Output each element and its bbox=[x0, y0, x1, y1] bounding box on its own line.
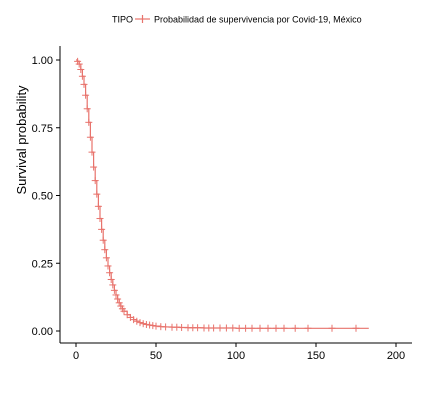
censor-mark bbox=[248, 324, 256, 332]
censor-mark bbox=[93, 190, 101, 198]
censor-mark bbox=[264, 324, 272, 332]
censor-mark bbox=[94, 202, 102, 210]
y-tick-label: 0.75 bbox=[32, 123, 53, 135]
censor-mark bbox=[98, 225, 106, 233]
censor-mark bbox=[80, 80, 88, 88]
censor-mark bbox=[133, 317, 141, 325]
survival-curve bbox=[76, 59, 369, 329]
x-tick-label: 0 bbox=[73, 350, 79, 362]
y-tick-label: 0.00 bbox=[32, 326, 53, 338]
x-ticks: 0 50 100 150 200 bbox=[73, 343, 405, 362]
y-ticks: 0.00 0.25 0.50 0.75 1.00 bbox=[32, 55, 60, 338]
x-tick-label: 200 bbox=[387, 350, 405, 362]
y-tick-label: 0.50 bbox=[32, 191, 53, 203]
censor-mark bbox=[88, 148, 96, 156]
legend-title: TIPO bbox=[112, 15, 133, 25]
censor-mark bbox=[280, 324, 288, 332]
censor-mark bbox=[104, 262, 112, 270]
censor-mark bbox=[83, 105, 91, 113]
censor-mark bbox=[146, 321, 154, 329]
censor-mark bbox=[90, 163, 98, 171]
censor-mark bbox=[229, 324, 237, 332]
censor-mark bbox=[99, 236, 107, 244]
x-tick-label: 150 bbox=[307, 350, 325, 362]
censor-mark bbox=[82, 91, 90, 99]
censor-mark bbox=[178, 323, 186, 331]
censor-mark bbox=[96, 215, 104, 223]
censor-mark bbox=[130, 316, 138, 324]
censor-mark bbox=[114, 295, 122, 303]
legend-entry-label: Probabilidad de supervivencia por Covid-… bbox=[154, 15, 362, 25]
censor-mark bbox=[194, 324, 202, 332]
censor-mark bbox=[101, 246, 109, 254]
censor-mark bbox=[149, 322, 157, 330]
censor-mark bbox=[86, 133, 94, 141]
censor-mark bbox=[222, 324, 230, 332]
x-tick-label: 50 bbox=[150, 350, 162, 362]
y-tick-label: 0.25 bbox=[32, 258, 53, 270]
censor-mark bbox=[210, 324, 218, 332]
censor-mark bbox=[109, 281, 117, 289]
censor-mark bbox=[102, 254, 110, 262]
censor-mark bbox=[75, 60, 83, 68]
censor-mark bbox=[328, 324, 336, 332]
censor-mark bbox=[78, 72, 86, 80]
censor-mark bbox=[152, 322, 160, 330]
x-tick-label: 100 bbox=[227, 350, 245, 362]
plot-area bbox=[74, 57, 369, 332]
censor-mark bbox=[112, 291, 120, 299]
censor-mark bbox=[216, 324, 224, 332]
censor-mark bbox=[142, 320, 150, 328]
censor-mark bbox=[115, 299, 123, 307]
legend: TIPO Probabilidad de supervivencia por C… bbox=[112, 15, 362, 25]
censor-mark bbox=[304, 324, 312, 332]
censor-mark bbox=[91, 177, 99, 185]
y-tick-label: 1.00 bbox=[32, 55, 53, 67]
censor-mark bbox=[256, 324, 264, 332]
censor-mark bbox=[235, 324, 243, 332]
censor-mark bbox=[139, 320, 147, 328]
censor-mark bbox=[120, 307, 128, 315]
censor-mark bbox=[352, 324, 360, 332]
censor-mark bbox=[162, 323, 170, 331]
censor-mark bbox=[107, 276, 115, 284]
censor-mark bbox=[85, 118, 93, 126]
censor-mark bbox=[291, 324, 299, 332]
censor-mark bbox=[110, 286, 118, 294]
censor-mark bbox=[242, 324, 250, 332]
censor-mark bbox=[77, 65, 85, 73]
y-axis-title: Survival probability bbox=[14, 85, 29, 195]
censor-mark bbox=[136, 319, 144, 327]
censor-mark bbox=[272, 324, 280, 332]
censor-mark bbox=[106, 269, 114, 277]
